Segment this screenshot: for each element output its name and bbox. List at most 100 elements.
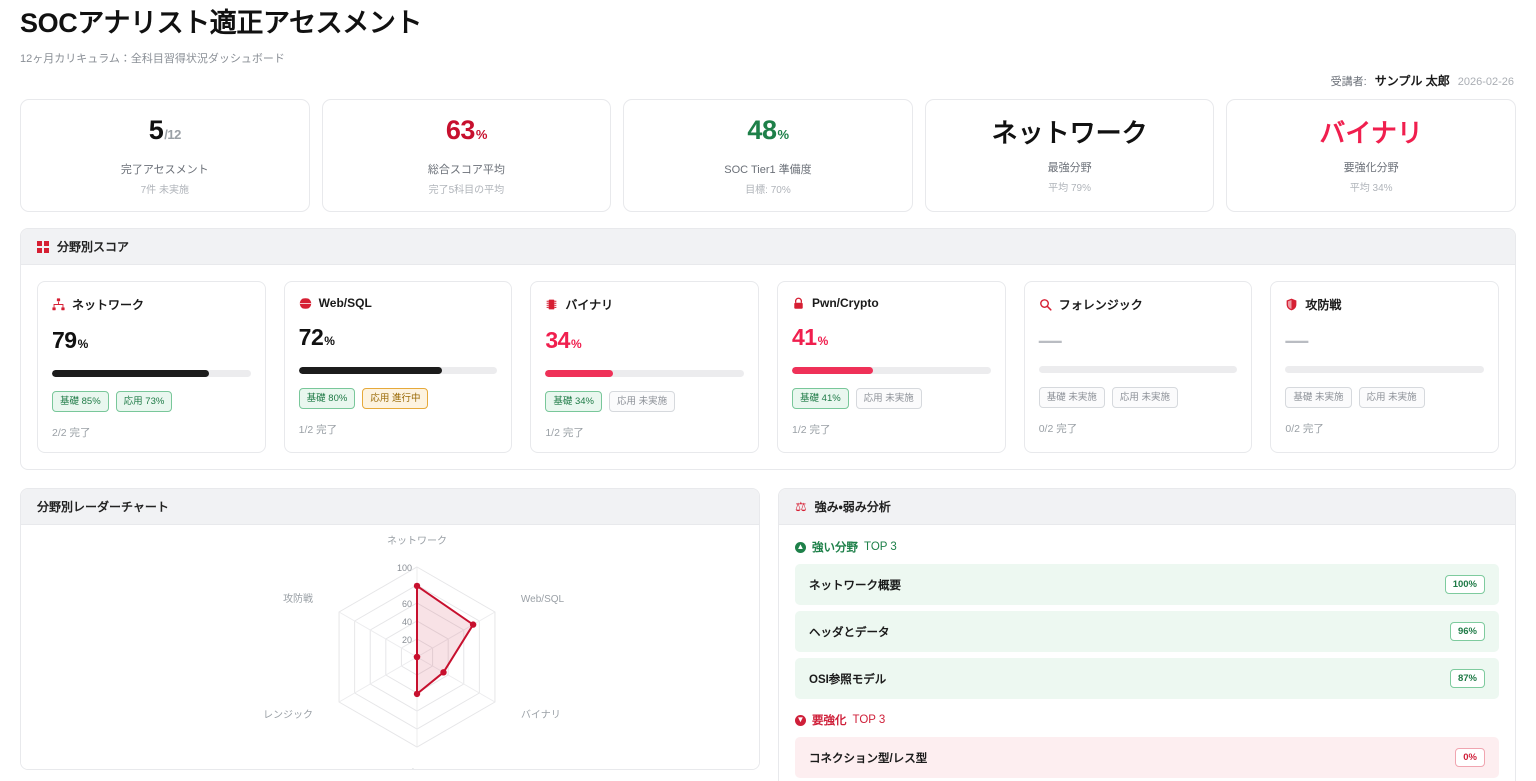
domain-card[interactable]: 攻防戦 — 基礎 未実施 応用 未実施 0/2 完了 [1270,281,1500,453]
domain-score-value: 79 [52,327,77,353]
radar-data-point [413,653,421,661]
domain-card[interactable]: Web/SQL 72% 基礎 80% 応用 進行中 1/2 完了 [283,281,513,453]
weak-heading-label: 要強化 [812,715,847,727]
domain-name: フォレンジック [1058,298,1143,312]
status-badge: 0% [1455,748,1485,767]
analysis-panel-title: 強み・弱み分析 [814,500,891,514]
bottom-row: 分野別レーダーチャート 100 60 40 20 ネットワーク Web/SQL バイナリ Pw… [20,488,1516,781]
network-icon [52,298,65,311]
kpi-label: 最強分野 [1047,161,1092,174]
list-item[interactable]: ヘッダとデータ 96% [795,611,1499,652]
strong-heading-label: 強い分野 [812,542,858,554]
radar-tick-label: 40 [402,617,412,627]
page-title: SOCアナリスト適正アセスメント [20,8,423,38]
status-badge: 96% [1449,622,1485,641]
topic-name: OSI参照モデル [809,673,887,686]
domain-progress-bar [545,370,745,377]
domain-score-unit: % [324,334,335,348]
grid-icon [37,240,49,253]
kpi-value-number: バイナリ [1319,117,1423,148]
radar-chart: 100 60 40 20 ネットワーク Web/SQL バイナリ Pwn/Crypto レンジッ… [263,535,564,769]
kpi-label: 完了アセスメント [120,164,209,176]
radar-data-point [413,582,421,590]
domain-scores-title: 分野別スコア [57,240,130,254]
domain-name: 攻防戦 [1305,298,1342,312]
radar-panel-title: 分野別レーダーチャート [37,500,169,514]
radar-data-point [440,669,447,676]
kpi-value: 63% [445,114,488,151]
domain-progress-fill [545,370,613,377]
domain-score-value: 41 [792,324,817,350]
chip-applied: 応用 未実施 [1358,387,1425,408]
domain-chips: 基礎 80% 応用 進行中 [298,388,498,409]
kpi-sublabel: 完了5科目の平均 [428,185,505,196]
domain-scores-header: 分野別スコア [21,229,1515,265]
magnifier-icon [1039,298,1052,311]
shield-icon [1285,298,1298,311]
domain-name: ネットワーク [72,298,145,312]
list-item[interactable]: コネクション型/レス型 0% [795,737,1499,778]
list-item[interactable]: OSI参照モデル 87% [795,658,1499,699]
kpi-label: 総合スコア平均 [427,164,505,176]
domain-name: Pwn/Crypto [812,296,879,310]
domain-completion: 1/2 完了 [545,427,584,439]
page-subtitle: 12ヶ月カリキュラム：全科目習得状況ダッシュボード [20,53,285,65]
radar-tick-label: 60 [402,599,412,609]
chip-applied: 応用 未実施 [609,391,676,412]
domain-progress-bar [1285,366,1485,373]
kpi-value-suffix: /12 [164,127,181,142]
domain-score-unit: % [570,337,582,351]
topic-name: ネットワーク概要 [809,579,901,592]
domain-completion: 2/2 完了 [52,427,91,439]
domain-scores-panel: 分野別スコア ネットワーク 79% 基礎 85% 応用 73% 2/2 完了 Web/SQ… [20,228,1516,470]
radar-axis-spoke [416,611,496,658]
chip-basic: 基礎 85% [52,391,109,412]
list-item[interactable]: ネットワーク概要 100% [795,564,1499,605]
radar-category-label: Pwn/Crypto [391,768,443,769]
radar-axis-spoke [338,611,418,658]
domain-score-value: 34 [545,327,570,353]
domain-progress-fill [792,367,874,374]
status-badge: 87% [1449,669,1485,688]
kpi-value-suffix: % [777,127,789,142]
chip-applied: 応用 進行中 [362,388,429,409]
kpi-value: 48% [747,114,789,151]
domain-card[interactable]: バイナリ 34% 基礎 34% 応用 未実施 1/2 完了 [530,281,760,453]
radar-chart-body: 100 60 40 20 ネットワーク Web/SQL バイナリ Pwn/Crypto レンジッ… [21,525,759,769]
domain-completion: 0/2 完了 [1285,423,1324,435]
chip-basic: 基礎 34% [545,391,602,412]
domain-score-value: — [1285,327,1309,353]
domain-card[interactable]: Pwn/Crypto 41% 基礎 41% 応用 未実施 1/2 完了 [777,281,1006,453]
domain-card-grid: ネットワーク 79% 基礎 85% 応用 73% 2/2 完了 Web/SQL 72% 基礎 … [37,281,1500,453]
domain-score: 79% [52,327,251,357]
chip-applied: 応用 73% [115,391,173,412]
chip-basic: 基礎 未実施 [1285,387,1352,408]
kpi-value-number: 5 [148,115,164,145]
radar-category-label: 攻防戦 [283,592,313,605]
globe-icon [298,296,312,310]
chip-applied: 応用 未実施 [1111,387,1178,408]
domain-completion: 0/2 完了 [1038,423,1078,435]
kpi-strip: 5/12 完了アセスメント 7件 未実施 63% 総合スコア平均 完了5科目の平均 48% S… [0,89,1536,212]
domain-name: Web/SQL [318,296,372,310]
domain-card[interactable]: フォレンジック — 基礎 未実施 応用 未実施 0/2 完了 [1023,281,1253,453]
kpi-value: ネットワーク [992,117,1148,149]
radar-category-label: ネットワーク [387,535,447,547]
radar-tick-label: 20 [402,635,412,645]
analysis-column: ⚖ 強み・弱み分析 ▲ 強い分野 TOP 3 ネットワーク概要 100% ヘッダとデ… [778,488,1516,781]
domain-progress-bar [298,367,498,374]
domain-completion: 1/2 完了 [298,424,338,436]
kpi-value-number: 63 [445,115,476,145]
domain-score: 41% [792,324,991,354]
analysis-body: ▲ 強い分野 TOP 3 ネットワーク概要 100% ヘッダとデータ 96% OSI参照… [779,525,1515,781]
kpi-label: SOC Tier1 準備度 [724,164,812,176]
domain-card[interactable]: ネットワーク 79% 基礎 85% 応用 73% 2/2 完了 [37,281,266,453]
domain-chips: 基礎 85% 応用 73% [52,391,251,412]
domain-card-header: 攻防戦 [1285,296,1484,313]
kpi-value-number: ネットワーク [991,117,1148,148]
radar-data-area [416,583,475,697]
radar-column: 分野別レーダーチャート 100 60 40 20 ネットワーク Web/SQL バイナリ Pw… [20,488,760,781]
kpi-value-suffix: % [475,127,488,142]
kpi-sublabel: 目標: 70% [745,185,791,196]
